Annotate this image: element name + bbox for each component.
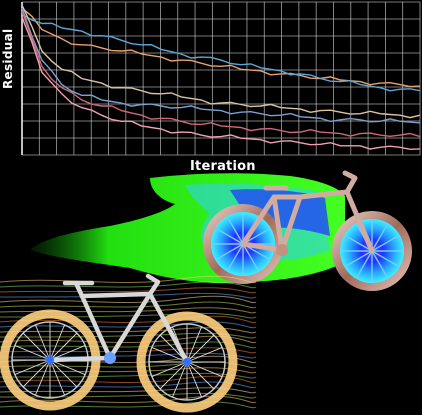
spoke (49, 359, 65, 396)
streamline (0, 335, 257, 344)
spoke (151, 347, 188, 363)
front-wheel-spokes (340, 219, 404, 283)
spoke (22, 359, 51, 388)
spoke (159, 361, 188, 390)
series-line-5 (21, 10, 421, 138)
spoke (186, 361, 223, 377)
spoke (343, 234, 373, 252)
spoke (226, 243, 244, 273)
series-line-4 (21, 7, 421, 124)
spoke (214, 227, 244, 245)
spoke (371, 250, 389, 280)
streamline (0, 375, 257, 384)
spoke (14, 345, 51, 361)
streamline (0, 295, 257, 304)
crank-2 (104, 352, 116, 364)
crank (276, 244, 288, 256)
spoke (343, 250, 373, 268)
chart-series (21, 4, 421, 151)
spoke (151, 361, 188, 377)
bicycle-streamlines-icon (0, 273, 257, 413)
spoke (226, 215, 244, 245)
spoke (35, 324, 51, 361)
streamline (0, 347, 257, 354)
spoke (186, 334, 215, 363)
series-line-1 (21, 7, 421, 88)
spoke (49, 359, 86, 375)
streamline (0, 301, 257, 309)
spoke (49, 324, 65, 361)
streamline (0, 381, 257, 389)
streamline (0, 292, 257, 299)
spoke (214, 243, 244, 261)
spoke (35, 359, 51, 396)
streamline (0, 287, 257, 294)
spoke (49, 359, 78, 388)
bike-frame-2 (47, 273, 190, 365)
spoke (186, 361, 202, 398)
spoke (186, 347, 223, 363)
bike-frame (240, 170, 375, 254)
series-line-2 (21, 13, 421, 92)
spoke (14, 359, 51, 375)
streamline (0, 332, 257, 339)
spoke (371, 234, 401, 252)
streamline (0, 387, 257, 394)
residual-chart (21, 1, 421, 156)
streamline (0, 372, 257, 379)
rear-hub (46, 356, 54, 364)
streamline (0, 275, 257, 284)
front-wheel-glow (136, 311, 238, 413)
spoke (49, 332, 78, 361)
front-hub (183, 358, 191, 366)
spoke (22, 332, 51, 361)
streamline (0, 281, 257, 289)
y-axis-label: Residual (1, 28, 15, 89)
x-axis-label: Iteration (190, 159, 256, 174)
spoke (355, 250, 373, 280)
spoke (371, 250, 401, 268)
rear-wheel-spokes-2 (12, 322, 88, 398)
spoke (371, 222, 389, 252)
series-line-6 (21, 17, 421, 151)
wake-plume-blue (230, 189, 330, 236)
bicycle-cfd-icon (30, 170, 412, 291)
streamline (0, 352, 257, 359)
spoke (242, 243, 260, 273)
series-line-3 (21, 4, 421, 119)
spoke (186, 326, 202, 363)
streamline (0, 341, 257, 349)
spoke (172, 361, 188, 398)
spoke (186, 361, 215, 390)
